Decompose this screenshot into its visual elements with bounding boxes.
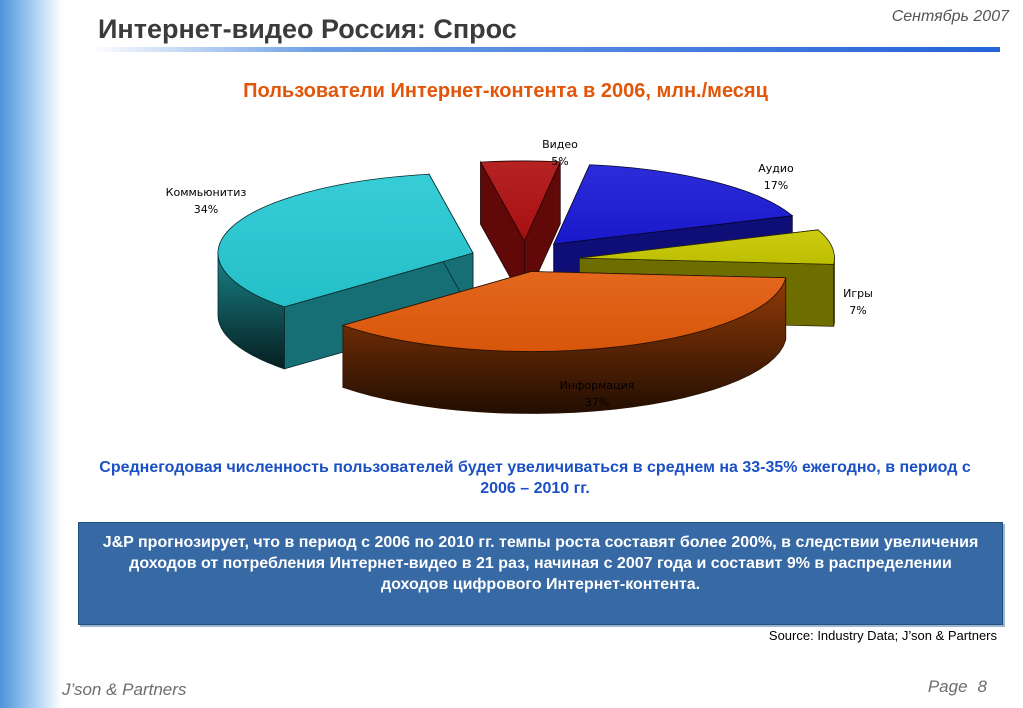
pie-labels: Видео 5% Аудио 17% Игры 7% Информация 37% Коммью… (166, 138, 873, 409)
pie-slice-top (217, 173, 474, 308)
slice-percent-label: 17% (764, 179, 788, 192)
slice-label: Информация (560, 379, 635, 392)
chart-title: Пользователи Интернет-контента в 2006, м… (0, 80, 1023, 103)
slice-percent-label: 34% (194, 203, 218, 216)
pie-slice-4 (341, 270, 787, 414)
slice-percent-label: 5% (551, 155, 568, 168)
slice-percent-label: 7% (849, 304, 866, 317)
footer-page: Page 8 (928, 677, 987, 697)
side-gradient-bar (0, 0, 62, 708)
page-number: 8 (977, 677, 987, 696)
chart-title-text: Пользователи Интернет-контента в 2006, м… (243, 80, 768, 102)
source-note: Source: Industry Data; J’son & Partners (768, 628, 997, 643)
chart-caption: Среднегодовая численность пользователей … (99, 459, 971, 497)
pie-slices (217, 160, 835, 414)
pie-slice-top (479, 160, 561, 242)
forecast-note-box: J&P прогнозирует, что в период с 2006 по… (78, 522, 1003, 625)
slice-label: Аудио (758, 162, 794, 175)
date-label: Сентябрь 2007 (891, 8, 1009, 25)
slice-label: Коммьюнитиз (166, 186, 247, 199)
slice-label: Игры (843, 287, 873, 300)
slice-label: Видео (542, 138, 578, 151)
slice-percent-label: 37% (585, 396, 609, 409)
forecast-note-text: J&P прогнозирует, что в период с 2006 по… (102, 534, 979, 593)
pie-slice-top (553, 164, 794, 245)
pie-slice-top (341, 271, 787, 352)
title-divider (90, 47, 1000, 52)
page-label: Page (927, 677, 968, 696)
pie-slice-top (579, 229, 835, 265)
pie-slice-5 (217, 172, 474, 370)
page-title: Интернет-видео Россия: Спрос (98, 14, 517, 44)
footer-brand: J’son & Partners (62, 680, 187, 699)
pie-slice-wall (833, 256, 835, 327)
